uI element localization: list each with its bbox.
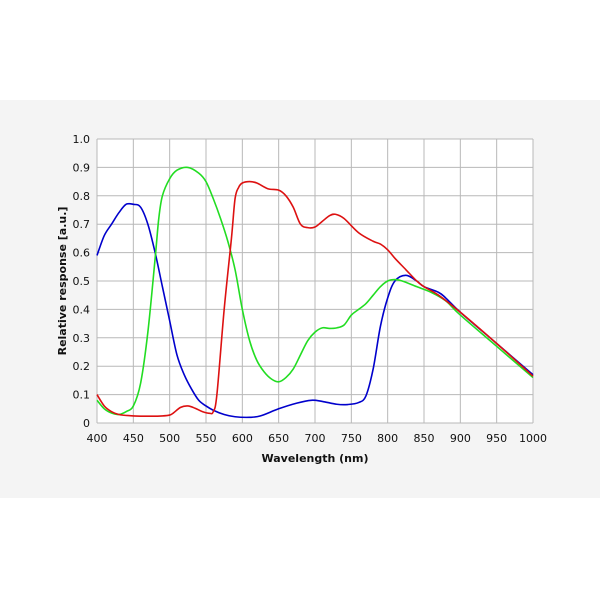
x-tick-label: 550 <box>196 432 217 445</box>
y-tick-label: 0.5 <box>73 275 91 288</box>
series-line-2 <box>96 180 534 417</box>
x-tick-label: 600 <box>232 432 253 445</box>
x-tick-label: 1000 <box>519 432 547 445</box>
y-tick-label: 0.4 <box>73 303 91 316</box>
y-tick-label: 0.2 <box>73 360 91 373</box>
series-line-0 <box>96 202 534 419</box>
y-tick-label: 0.9 <box>73 161 91 174</box>
y-tick-label: 0.7 <box>73 218 91 231</box>
x-tick-label: 850 <box>414 432 435 445</box>
x-tick-label: 500 <box>159 432 180 445</box>
x-ticks: 400 450 500 550 600 650 700 750 800 850 900 950 1000 <box>87 432 548 445</box>
y-tick-label: 1.0 <box>73 133 91 146</box>
y-tick-label: 0 <box>83 417 90 430</box>
x-tick-label: 400 <box>87 432 108 445</box>
x-tick-label: 450 <box>123 432 144 445</box>
y-tick-label: 0.3 <box>73 332 91 345</box>
y-ticks: 0 0.1 0.2 0.3 0.4 0.5 0.6 0.7 0.8 0.9 1.0 <box>73 133 91 430</box>
grid <box>96 138 534 424</box>
series-line-1 <box>96 166 534 416</box>
x-tick-label: 650 <box>268 432 289 445</box>
x-tick-label: 900 <box>450 432 471 445</box>
series-lines <box>96 166 534 419</box>
x-tick-label: 750 <box>341 432 362 445</box>
y-axis-label: Relative response [a.u.] <box>56 207 69 356</box>
y-tick-label: 0.8 <box>73 190 91 203</box>
y-tick-label: 0.6 <box>73 247 91 260</box>
x-tick-label: 800 <box>377 432 398 445</box>
x-tick-label: 950 <box>486 432 507 445</box>
x-tick-label: 700 <box>305 432 326 445</box>
x-axis-label: Wavelength (nm) <box>262 452 369 465</box>
y-tick-label: 0.1 <box>73 389 91 402</box>
